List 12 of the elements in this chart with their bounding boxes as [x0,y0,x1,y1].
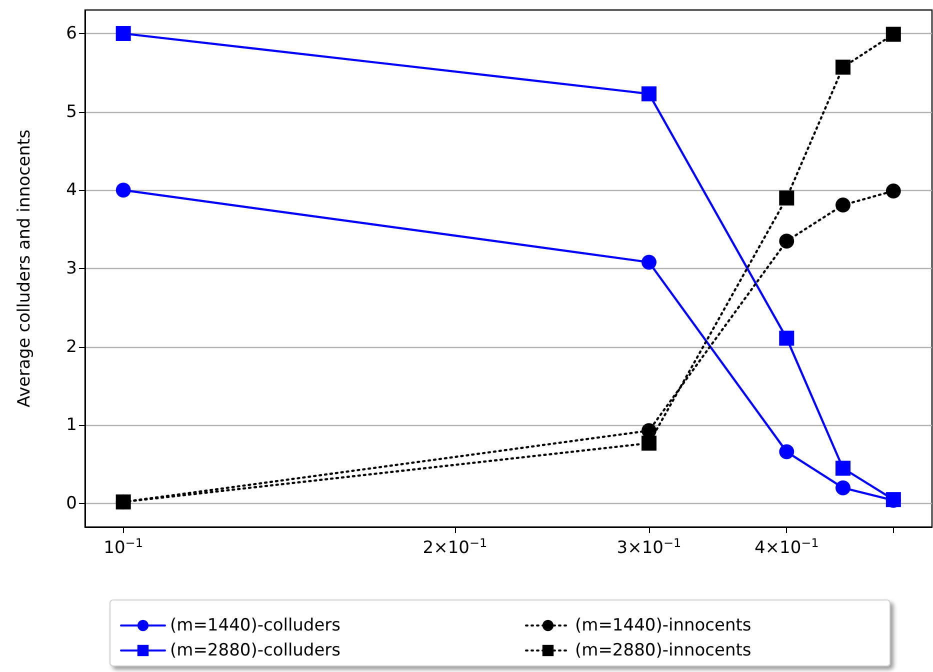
y-axis-title: Average colluders and innocents [14,129,34,408]
y-tick-label: 0 [66,494,77,514]
y-tick-label: 1 [66,415,77,436]
y-tick-label: 6 [66,24,77,44]
y-tick-label: 2 [66,336,77,357]
legend-label: (m=2880)-innocents [575,640,752,660]
legend-label: (m=1440)-innocents [575,616,752,636]
y-tick-label: 4 [66,180,77,200]
y-tick-label: 5 [66,102,77,122]
legend-label: (m=2880)-colluders [170,640,341,660]
legend-label: (m=1440)-colluders [170,616,341,636]
y-tick-label: 3 [66,258,77,278]
